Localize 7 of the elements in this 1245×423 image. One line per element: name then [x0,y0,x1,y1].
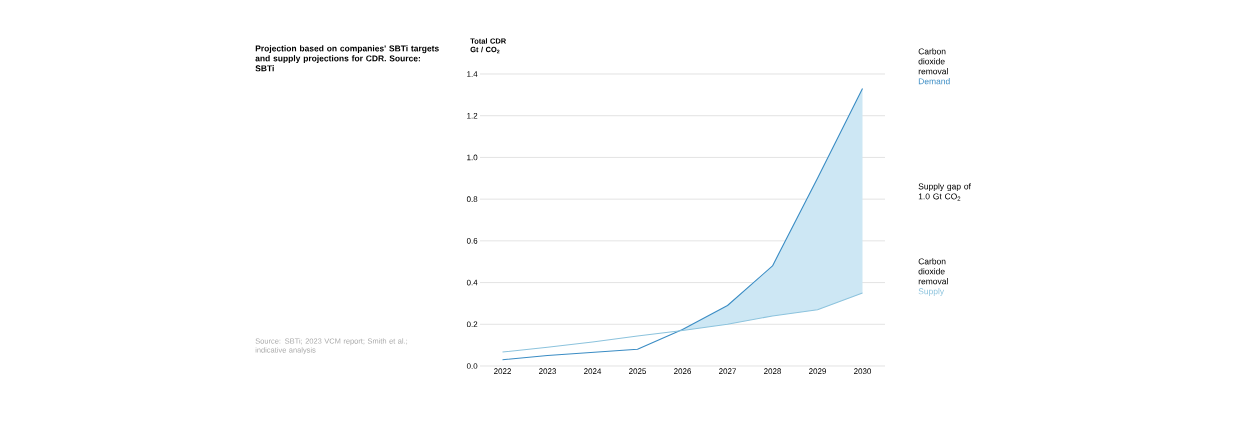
text: Supply [918,288,945,296]
text: Supply gap of 1.0 Gt CO$_{2}$ [918,183,971,201]
text: Projection based on companies' SBTi targets and supply projections for CDR. Source: SBTi [255,45,439,72]
line-series [501,292,864,353]
text: Carbon dioxide removal [918,48,948,75]
text: Carbon dioxide removal [918,258,948,285]
text: Demand [918,78,950,85]
